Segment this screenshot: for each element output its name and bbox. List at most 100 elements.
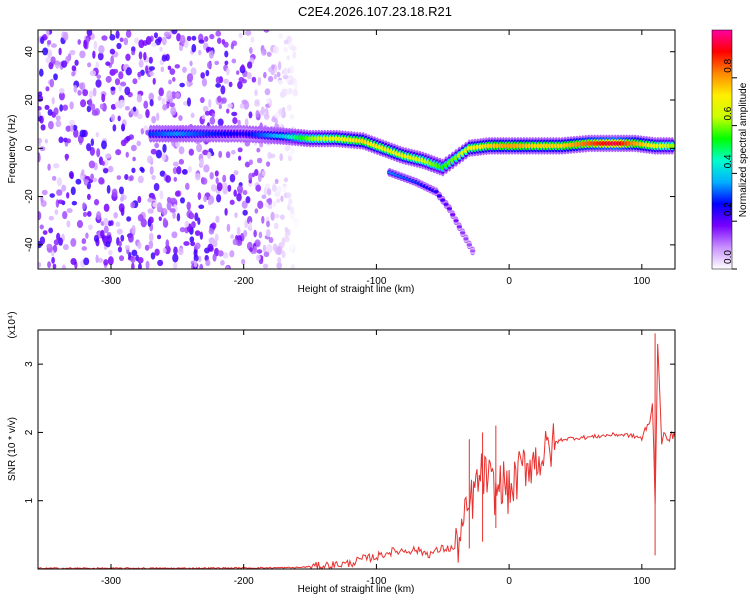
noise-speck: [267, 203, 273, 210]
noise-speck: [261, 49, 267, 56]
noise-speck: [210, 184, 217, 192]
noise-speck: [266, 97, 271, 104]
noise-speck: [270, 211, 275, 221]
noise-speck: [138, 39, 145, 49]
noise-speck: [66, 192, 70, 199]
noise-speck: [69, 101, 74, 110]
noise-speck: [178, 44, 184, 51]
noise-speck: [89, 146, 95, 156]
noise-speck: [172, 167, 178, 175]
noise-speck: [149, 71, 155, 77]
noise-speck: [287, 80, 294, 86]
noise-speck: [237, 155, 242, 161]
noise-speck: [289, 65, 295, 74]
noise-speck: [76, 220, 84, 229]
noise-speck: [256, 157, 263, 164]
x-tick-label: -100: [366, 276, 386, 287]
snr-panel: -300 -200 -100 0 100 1 2 3 Height of straight l…: [7, 311, 676, 595]
noise-speck: [245, 30, 252, 36]
noise-speck: [161, 54, 168, 62]
noise-speck: [92, 50, 96, 59]
noise-speck: [151, 115, 157, 124]
snr-background: [38, 330, 675, 569]
noise-speck: [249, 47, 253, 55]
noise-speck: [134, 37, 140, 44]
noise-speck: [46, 243, 53, 249]
noise-speck: [136, 140, 141, 147]
noise-speck: [149, 99, 154, 107]
noise-speck: [232, 117, 238, 124]
noise-speck: [97, 52, 104, 61]
noise-speck: [202, 105, 209, 112]
noise-speck: [185, 182, 190, 191]
noise-speck: [274, 213, 280, 219]
secondary-branch-mark: [453, 219, 459, 222]
noise-speck: [103, 259, 109, 266]
noise-speck: [110, 114, 116, 122]
noise-speck: [178, 158, 185, 165]
noise-speck: [101, 35, 108, 41]
noise-speck: [105, 61, 111, 66]
noise-speck: [169, 68, 176, 75]
noise-speck: [58, 91, 65, 101]
noise-speck: [221, 182, 227, 191]
noise-speck: [158, 87, 164, 97]
noise-speck: [188, 81, 193, 86]
noise-speck: [109, 220, 114, 226]
noise-speck: [266, 220, 270, 228]
noise-speck: [226, 223, 231, 232]
noise-speck: [198, 204, 205, 210]
noise-speck: [53, 239, 60, 246]
noise-speck: [48, 120, 54, 130]
noise-speck: [209, 33, 215, 40]
noise-speck: [162, 247, 167, 254]
noise-speck: [75, 178, 82, 185]
noise-speck: [54, 209, 59, 215]
noise-speck: [221, 97, 227, 104]
noise-speck: [215, 83, 221, 88]
noise-speck: [216, 182, 223, 192]
noise-speck: [81, 246, 88, 251]
noise-speck: [45, 86, 50, 92]
noise-speck: [262, 244, 267, 253]
noise-speck: [96, 148, 101, 158]
snr-ticks: -300 -200 -100 0 100 1 2 3: [24, 330, 675, 587]
noise-speck: [197, 192, 202, 201]
noise-speck: [178, 115, 183, 121]
noise-speck: [269, 153, 276, 159]
noise-speck: [66, 208, 73, 213]
noise-speck: [277, 257, 282, 264]
noise-speck: [282, 74, 289, 80]
noise-speck: [38, 211, 42, 221]
noise-speck: [145, 108, 150, 119]
noise-speck: [168, 79, 172, 85]
noise-speck: [137, 241, 142, 249]
noise-speck: [147, 197, 154, 203]
noise-speck: [61, 264, 67, 269]
noise-speck: [38, 106, 42, 111]
noise-speck: [261, 170, 266, 177]
noise-speck: [289, 114, 295, 120]
noise-speck: [147, 208, 152, 214]
noise-speck: [107, 256, 114, 266]
noise-speck: [153, 32, 159, 39]
noise-speck: [256, 147, 261, 153]
noise-speck: [66, 220, 71, 228]
noise-speck: [120, 234, 125, 242]
noise-speck: [263, 71, 267, 79]
noise-speck: [272, 201, 277, 207]
noise-speck: [106, 184, 111, 194]
noise-speck: [263, 30, 270, 33]
x-tick-label: 0: [506, 576, 512, 587]
noise-speck: [44, 104, 50, 111]
noise-speck: [103, 203, 110, 212]
noise-speck: [92, 177, 98, 183]
noise-speck: [125, 67, 132, 76]
noise-speck: [92, 87, 97, 97]
noise-speck: [39, 68, 44, 77]
noise-speck: [286, 88, 293, 95]
noise-speck: [174, 64, 181, 69]
noise-speck: [131, 50, 136, 56]
noise-speck: [122, 64, 128, 71]
noise-speck: [130, 144, 137, 152]
